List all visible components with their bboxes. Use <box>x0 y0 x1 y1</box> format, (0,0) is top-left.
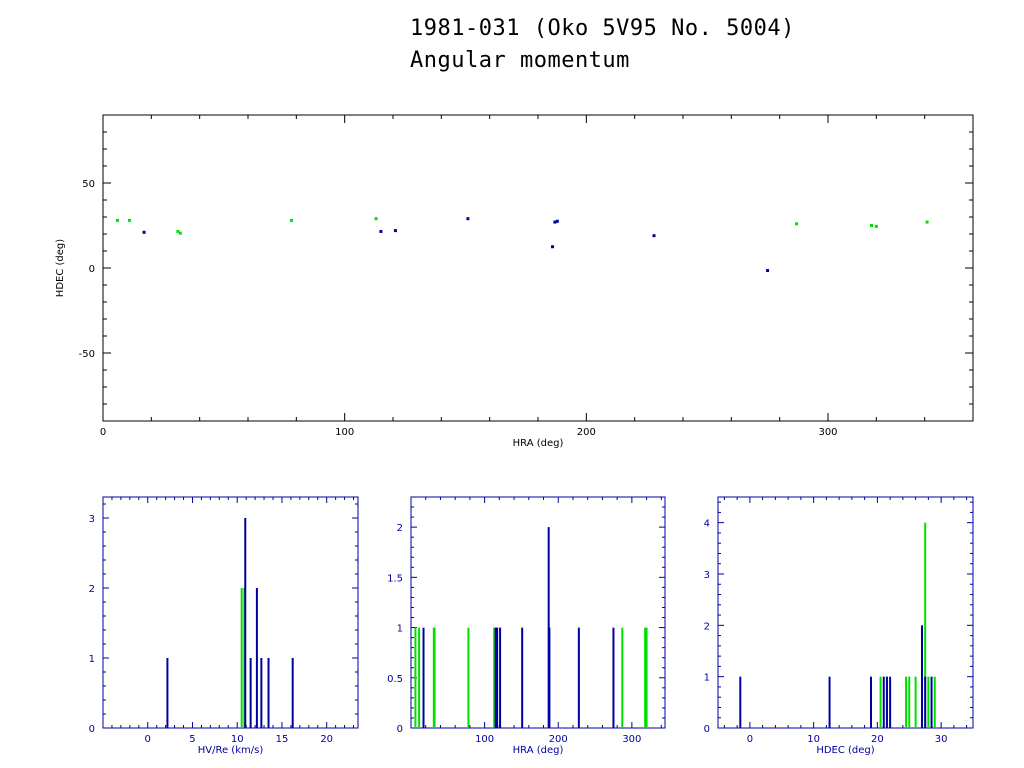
x-tick-label: 0 <box>747 734 753 745</box>
y-tick-label: 2 <box>89 584 95 595</box>
x-axis-label: HRA (deg) <box>513 438 564 449</box>
x-axis-label: HRA (deg) <box>513 745 564 756</box>
plot-frame <box>102 114 974 422</box>
y-tick-label: 4 <box>704 519 710 530</box>
y-tick-label: 1 <box>89 654 95 665</box>
x-tick-label: 300 <box>818 427 837 438</box>
data-point <box>551 245 554 249</box>
chart-title-line-1: 1981-031 (Oko 5V95 No. 5004) <box>410 16 795 41</box>
y-tick-label: 0 <box>89 724 95 735</box>
x-axis-label: HV/Re (km/s) <box>198 745 264 756</box>
data-point <box>555 219 559 223</box>
x-tick-label: 0 <box>100 427 106 438</box>
y-tick-label: 1.5 <box>387 573 403 584</box>
x-tick-label: 100 <box>335 427 354 438</box>
y-tick-label: 50 <box>82 179 95 190</box>
data-point <box>374 217 378 221</box>
x-axis-label: HDEC (deg) <box>816 745 874 756</box>
data-point <box>290 218 293 222</box>
x-tick-label: 200 <box>549 734 568 745</box>
data-point <box>874 224 878 228</box>
data-point <box>176 229 180 233</box>
histogram-hra: 100 200 300 0 0.5 1 1.5 2 HRA (deg) <box>387 496 666 756</box>
y-tick-label: 0 <box>397 724 403 735</box>
histogram-hdec: 0 10 20 30 0 1 2 3 4 HDEC (deg) <box>704 496 974 756</box>
data-point <box>128 218 132 222</box>
scatter-plot: 0 100 200 300 -50 0 50 HRA (deg) HDEC (deg) <box>55 114 974 449</box>
x-tick-label: 5 <box>189 734 195 745</box>
y-tick-label: 0 <box>704 724 710 735</box>
x-tick-label: 20 <box>871 734 884 745</box>
data-point <box>870 224 873 227</box>
y-tick-label: 0 <box>89 264 95 275</box>
data-point <box>766 269 770 273</box>
data-point <box>553 220 557 224</box>
data-point <box>178 231 182 235</box>
data-point <box>379 229 383 233</box>
x-tick-label: 10 <box>231 734 244 745</box>
x-tick-label: 30 <box>935 734 948 745</box>
x-tick-label: 300 <box>622 734 641 745</box>
plot-frame <box>102 496 359 729</box>
data-point <box>393 229 397 233</box>
chart-title-line-2: Angular momentum <box>410 48 630 73</box>
y-tick-label: 3 <box>704 570 710 581</box>
y-tick-label: 1 <box>397 624 403 635</box>
y-axis-label: HDEC (deg) <box>55 239 66 297</box>
data-point <box>652 234 656 238</box>
x-tick-label: 100 <box>475 734 494 745</box>
histogram-hv: 0 5 10 15 20 0 1 2 3 HV/Re (km/s) <box>89 496 359 756</box>
data-point <box>925 220 929 224</box>
y-tick-label: 0.5 <box>387 674 403 685</box>
y-tick-label: 3 <box>89 514 95 525</box>
y-tick-label: -50 <box>79 349 95 360</box>
data-point <box>116 218 119 222</box>
x-tick-label: 10 <box>807 734 820 745</box>
y-tick-label: 2 <box>397 523 403 534</box>
x-tick-label: 20 <box>320 734 333 745</box>
y-tick-label: 1 <box>704 673 710 684</box>
plot-frame <box>410 496 666 729</box>
x-tick-label: 200 <box>577 427 596 438</box>
x-tick-label: 15 <box>276 734 289 745</box>
data-point <box>466 217 470 221</box>
x-tick-label: 0 <box>145 734 151 745</box>
y-tick-label: 2 <box>704 621 710 632</box>
data-point <box>795 222 799 226</box>
data-point <box>142 230 146 234</box>
plot-frame <box>717 496 974 729</box>
